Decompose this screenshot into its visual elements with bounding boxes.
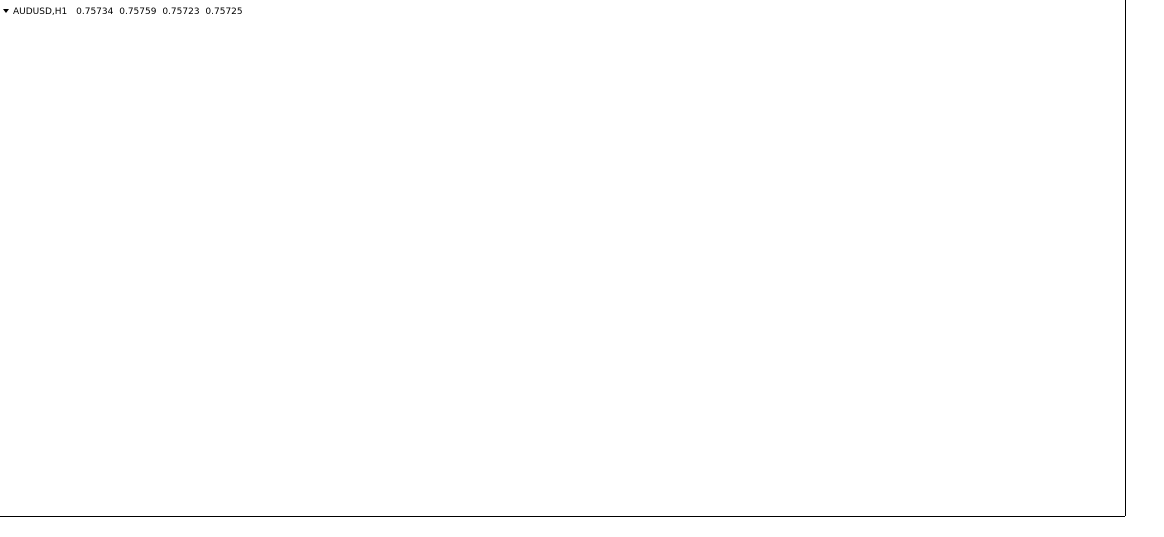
last-close: 0.75725: [205, 7, 242, 17]
last-high: 0.75759: [119, 7, 156, 17]
chart-header: AUDUSD,H1 0.75734 0.75759 0.75723 0.7572…: [13, 7, 243, 17]
last-open: 0.75734: [76, 7, 113, 17]
symbol: AUDUSD,H1: [13, 7, 67, 17]
menu-arrow[interactable]: [3, 9, 9, 13]
last-low: 0.75723: [162, 7, 199, 17]
